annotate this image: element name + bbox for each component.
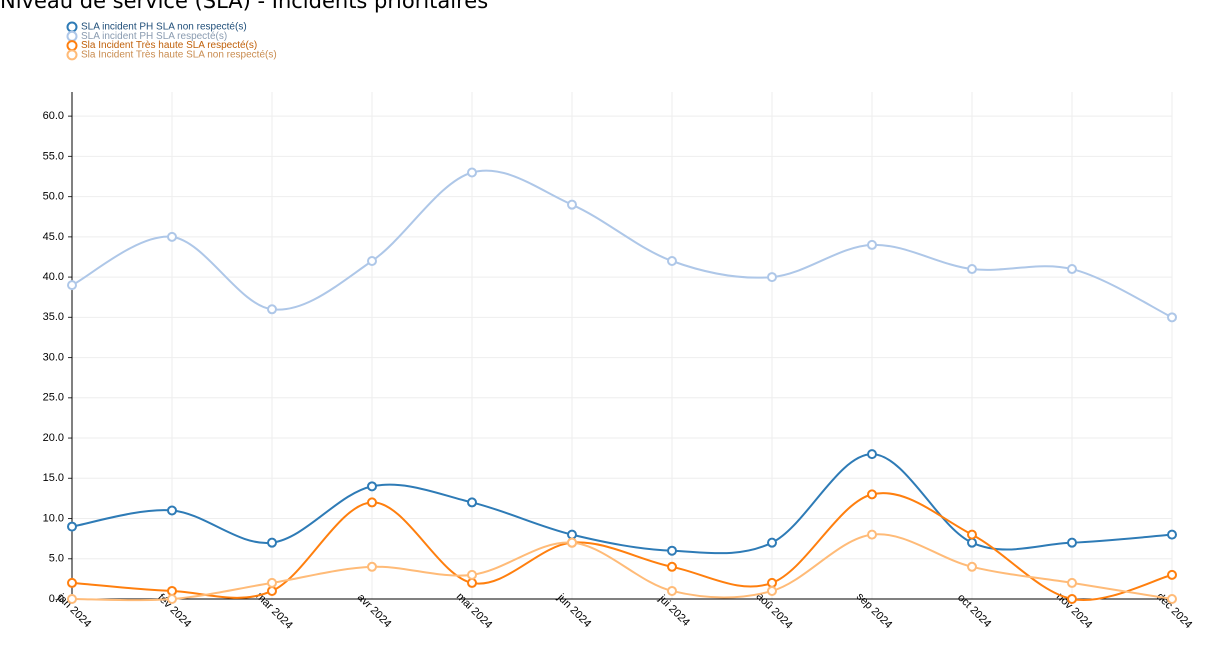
data-point xyxy=(67,280,77,291)
data-point xyxy=(1167,529,1177,540)
data-point xyxy=(1067,537,1077,548)
data-point xyxy=(67,521,77,532)
data-point xyxy=(167,585,177,596)
y-tick-label: 20.0 xyxy=(43,432,64,444)
data-point xyxy=(367,481,377,492)
data-point xyxy=(167,231,177,242)
data-point xyxy=(467,569,477,580)
data-point xyxy=(567,529,577,540)
series-line xyxy=(71,453,1173,555)
y-tick-label: 15.0 xyxy=(43,472,64,484)
x-tick-label: oct 2024 xyxy=(955,592,993,630)
data-point xyxy=(1067,577,1077,588)
data-point xyxy=(167,594,177,604)
data-point xyxy=(667,561,677,572)
legend-label: SLA incident PH SLA non respecté(s) xyxy=(81,22,247,33)
data-point xyxy=(967,264,977,275)
data-point xyxy=(367,256,377,266)
data-point xyxy=(967,529,977,540)
x-tick-label: mar 2024 xyxy=(253,590,294,631)
x-tick-label: aoû 2024 xyxy=(754,590,795,631)
legend-marker xyxy=(66,30,78,42)
data-point xyxy=(867,239,877,250)
data-point xyxy=(267,585,277,596)
data-point xyxy=(967,561,977,572)
data-point xyxy=(667,585,677,596)
legend-marker xyxy=(66,21,78,33)
data-point xyxy=(467,167,477,178)
data-point xyxy=(467,577,477,588)
data-point xyxy=(367,561,377,572)
data-point xyxy=(667,545,677,556)
x-tick-label: mai 2024 xyxy=(454,591,494,631)
data-point xyxy=(67,577,77,588)
y-tick-label: 35.0 xyxy=(43,311,64,323)
series-line xyxy=(71,533,1173,602)
data-point xyxy=(767,537,777,548)
data-point xyxy=(167,505,177,516)
data-point xyxy=(267,537,277,548)
data-point xyxy=(867,529,877,540)
data-point xyxy=(467,497,477,508)
x-tick-label: sep 2024 xyxy=(854,591,894,631)
data-point xyxy=(1167,594,1177,604)
chart-title: Niveau de service (SLA) - Incidents prio… xyxy=(0,0,488,13)
y-tick-label: 0.0 xyxy=(49,593,64,605)
legend-marker xyxy=(66,49,78,61)
y-tick-label: 30.0 xyxy=(43,351,64,363)
y-tick-label: 25.0 xyxy=(43,392,64,404)
data-point xyxy=(767,585,777,596)
y-tick-label: 45.0 xyxy=(43,231,64,243)
series-line xyxy=(71,169,1173,319)
series-line xyxy=(71,492,1173,602)
y-tick-label: 50.0 xyxy=(43,191,64,203)
data-point xyxy=(767,577,777,588)
data-point xyxy=(867,449,877,460)
data-point xyxy=(767,272,777,283)
y-tick-label: 10.0 xyxy=(43,512,64,524)
legend-label: Sla Incident Très haute SLA non respecté… xyxy=(81,50,277,61)
x-tick-label: jun 2024 xyxy=(554,591,593,630)
data-point xyxy=(367,497,377,508)
y-tick-label: 40.0 xyxy=(43,271,64,283)
data-point xyxy=(267,304,277,315)
y-tick-label: 5.0 xyxy=(49,553,64,565)
data-point xyxy=(267,577,277,588)
legend-marker xyxy=(66,40,78,52)
data-point xyxy=(967,537,977,548)
data-point xyxy=(1067,594,1077,604)
legend-label: SLA incident PH SLA respecté(s) xyxy=(81,31,227,42)
y-tick-label: 60.0 xyxy=(43,110,64,122)
data-point xyxy=(567,199,577,210)
legend-label: Sla Incident Très haute SLA respecté(s) xyxy=(81,40,257,51)
data-point xyxy=(1067,264,1077,275)
data-point xyxy=(1167,569,1177,580)
data-point xyxy=(567,537,577,548)
x-tick-label: avr 2024 xyxy=(355,591,394,630)
x-tick-label: jui 2024 xyxy=(656,592,692,628)
data-point xyxy=(1167,312,1177,323)
data-point xyxy=(867,489,877,500)
y-tick-label: 55.0 xyxy=(43,150,64,162)
data-point xyxy=(67,594,77,604)
data-point xyxy=(667,256,677,266)
